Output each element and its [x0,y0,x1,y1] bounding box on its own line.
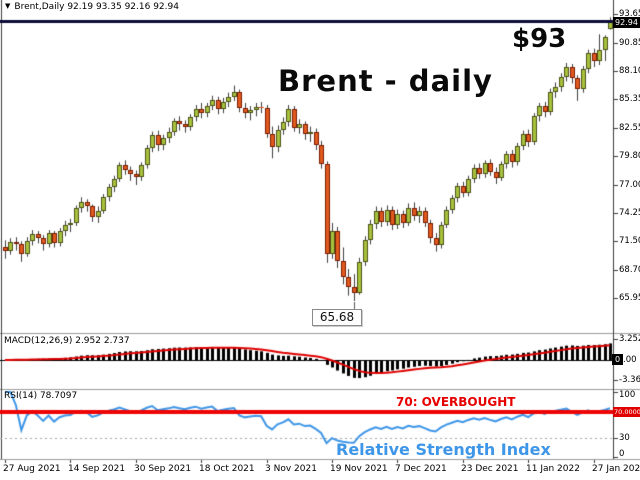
symbol-ohlc-header: ▼ Brent,Daily 92.19 93.35 92.16 92.94 [5,2,179,12]
date-axis-label: 3 Nov 2021 [265,464,317,474]
macd-axis-label: .00 [623,355,637,365]
macd-axis-label: -3.361 [619,375,640,385]
price-axis-label: 65.95 [619,293,640,303]
price-axis-label: 85.35 [619,94,640,104]
overbought-annotation: 70: OVERBOUGHT [396,395,516,409]
rsi-level-tag: 70.0000 [613,407,640,417]
date-axis-label: 19 Nov 2021 [330,464,388,474]
macd-zero-tag: 0 [612,354,623,365]
price-axis-label: 74.25 [619,208,640,218]
date-axis-label: 14 Sep 2021 [68,464,126,474]
price-axis-label: 82.55 [619,123,640,133]
rsi-axis-label: 100 [619,390,636,400]
rsi-indicator-label: RSI(14) 78.7097 [4,391,78,401]
rsi-caption-annotation: Relative Strength Index [336,440,551,459]
macd-axis-label: 3.252 [619,334,640,344]
symbol-dropdown-icon[interactable]: ▼ [5,2,11,10]
price-axis-label: 77.00 [619,180,640,190]
current-price-tag: 92.94 [613,17,640,28]
date-axis-label: 18 Oct 2021 [199,464,255,474]
date-axis-label: 30 Sep 2021 [134,464,192,474]
chart-title-annotation: Brent - daily [278,64,493,98]
date-axis-label: 11 Jan 2022 [526,464,580,474]
price-axis-label: 93.65 [619,9,640,19]
symbol-ohlc-text: Brent,Daily 92.19 93.35 92.16 92.94 [14,2,179,12]
price-axis-label: 79.80 [619,151,640,161]
date-axis-label: 27 Aug 2021 [3,464,61,474]
price-axis-label: 88.10 [619,66,640,76]
price-axis-label: 68.70 [619,265,640,275]
date-axis-label: 23 Dec 2021 [461,464,519,474]
low-price-callout: 65.68 [312,309,362,326]
rsi-axis-label: 30 [619,433,630,443]
macd-indicator-label: MACD(12,26,9) 2.952 2.737 [4,336,130,346]
price-target-annotation: $93 [512,24,567,54]
rsi-axis-label: 0 [619,449,625,459]
date-axis-label: 7 Dec 2021 [395,464,447,474]
date-axis-label: 27 Jan 2022 [592,464,640,474]
price-axis-label: 90.85 [619,38,640,48]
price-axis-label: 71.50 [619,236,640,246]
